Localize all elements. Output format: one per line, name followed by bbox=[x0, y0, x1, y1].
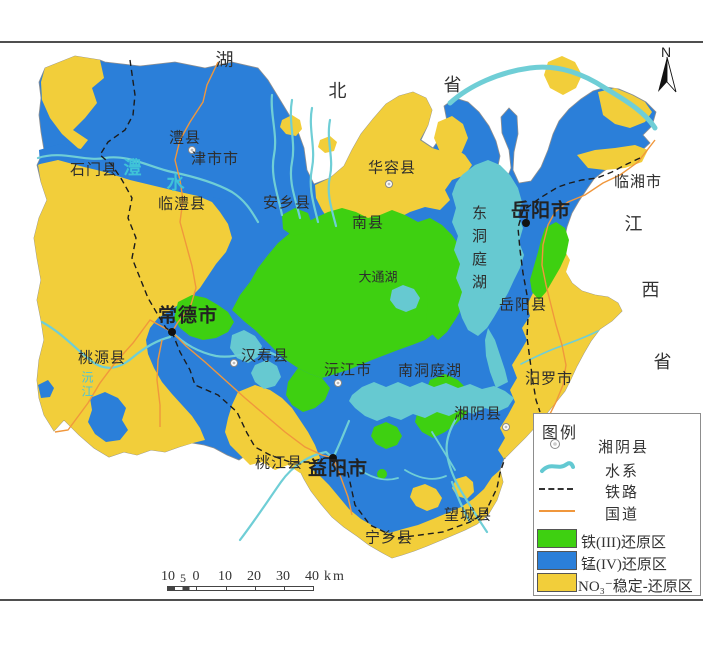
label-hubei-char2: 北 bbox=[328, 81, 348, 101]
map-frame-bottom bbox=[0, 599, 703, 601]
label-taojiangxian: 桃江县 bbox=[254, 455, 304, 472]
label-xiangyinxian: 湘阴县 bbox=[453, 406, 503, 423]
label-anxiangxian: 安乡县 bbox=[262, 195, 312, 212]
label-linlixian: 临澧县 bbox=[157, 196, 207, 213]
label-yuanjiang-river: 沅江 bbox=[80, 371, 94, 399]
lakes bbox=[230, 160, 524, 421]
label-hanshouxian: 汉寿县 bbox=[240, 348, 290, 365]
water-symbol-icon bbox=[539, 458, 577, 481]
scale-tick-20: 20 bbox=[247, 569, 261, 584]
scale-tick-30: 30 bbox=[276, 569, 290, 584]
scale-tick-10: 10 bbox=[218, 569, 232, 584]
county-circle-hanshou bbox=[230, 359, 238, 367]
label-huarongxian: 华容县 bbox=[367, 160, 417, 177]
label-dongdongtinghu: 东洞庭湖 bbox=[470, 205, 486, 297]
label-ningxiangxian: 宁乡县 bbox=[364, 530, 414, 547]
label-nandongtinghu: 南洞庭湖 bbox=[397, 363, 463, 380]
legend-county-label: 湘阴县 bbox=[598, 440, 650, 456]
label-hubei-char1: 湖 bbox=[215, 50, 235, 70]
north-arrow-icon bbox=[658, 56, 677, 93]
scale-tick-40: 40 bbox=[305, 569, 319, 584]
legend-water-label: 水系 bbox=[605, 464, 640, 480]
city-dot-changde bbox=[168, 328, 176, 336]
label-yuanjiangshi: 沅江市 bbox=[323, 362, 373, 379]
label-shimenxian: 石门县 bbox=[69, 162, 119, 179]
legend-zone-nitrate-label: NO₃⁻稳定-还原区 bbox=[578, 579, 693, 595]
rivers bbox=[36, 64, 658, 542]
county-circle-huarong bbox=[385, 180, 393, 188]
map-frame-top bbox=[0, 41, 703, 43]
legend-road-label: 国道 bbox=[605, 507, 640, 523]
national-roads bbox=[54, 61, 656, 516]
label-lishui-char2: 水 bbox=[166, 173, 186, 193]
label-jiangxi-char2: 西 bbox=[641, 280, 661, 300]
city-dot-yiyang bbox=[329, 454, 337, 462]
nitrate-zone-swatch bbox=[537, 573, 577, 597]
label-yueyangshi: 岳阳市 bbox=[510, 200, 572, 222]
label-nanxian: 南县 bbox=[351, 215, 385, 232]
label-hubei-char3: 省 bbox=[443, 75, 463, 95]
scale-bar-left-segment bbox=[167, 586, 198, 591]
label-wangchengxian: 望城县 bbox=[443, 507, 493, 524]
label-taoyuanxian: 桃源县 bbox=[77, 350, 127, 367]
label-jiangxi-char3: 省 bbox=[653, 352, 673, 372]
railways bbox=[99, 59, 641, 539]
label-jinshishi: 津市市 bbox=[190, 151, 240, 168]
county-symbol-icon bbox=[548, 437, 562, 456]
legend-zone-manganese-label: 锰(IV)还原区 bbox=[581, 557, 667, 573]
county-circle-jinshi bbox=[188, 146, 196, 154]
legend-railway-label: 铁路 bbox=[605, 485, 640, 501]
county-circles bbox=[188, 146, 510, 431]
county-circle-xiangyin bbox=[502, 423, 510, 431]
manganese-zone-swatch bbox=[537, 551, 577, 575]
iron-zone-swatch bbox=[537, 529, 577, 553]
label-yueyangxian: 岳阳县 bbox=[498, 297, 548, 314]
railway-symbol-icon bbox=[539, 488, 573, 490]
legend-zone-iron-label: 铁(III)还原区 bbox=[581, 535, 666, 551]
label-linxiangshi: 临湘市 bbox=[613, 174, 663, 191]
label-jiangxi-char1: 江 bbox=[624, 214, 644, 234]
north-arrow-label: N bbox=[661, 44, 672, 60]
legend-title: 图例 bbox=[542, 425, 579, 442]
label-lishui-char1: 澧 bbox=[123, 158, 143, 178]
scale-bar-main-segment bbox=[196, 586, 314, 591]
scale-tick-10l: 10 bbox=[161, 569, 175, 584]
city-dots bbox=[168, 219, 530, 462]
label-datonghu: 大通湖 bbox=[358, 269, 398, 285]
label-lixian: 澧县 bbox=[168, 130, 202, 147]
scale-unit: km bbox=[324, 569, 346, 584]
road-symbol-icon bbox=[539, 510, 575, 512]
scale-tick-5: 5 bbox=[180, 571, 186, 585]
scale-tick-0: 0 bbox=[192, 569, 200, 584]
county-circle-yuanjiang bbox=[334, 379, 342, 387]
legend-box: 图例 湘阴县 水系 铁路 国道 铁(III)还原区 锰(IV)还原区 NO₃⁻稳… bbox=[533, 413, 701, 596]
label-yiyangshi: 益阳市 bbox=[307, 458, 369, 480]
city-dot-yueyang bbox=[522, 219, 530, 227]
label-miluoshi: 汨罗市 bbox=[524, 371, 574, 388]
label-changdeshi: 常德市 bbox=[157, 305, 219, 327]
